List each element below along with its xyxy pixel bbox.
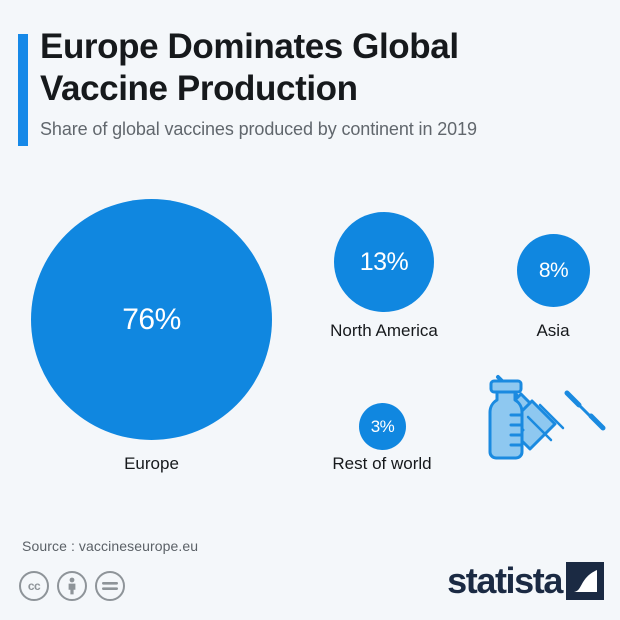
creative-commons-icon[interactable]: cc xyxy=(19,571,49,601)
source-text: Source : vaccineseurope.eu xyxy=(22,538,199,554)
creative-commons-label: cc xyxy=(27,579,41,593)
bubble-north-america[interactable]: 13% xyxy=(334,212,434,312)
creative-commons-badges: cc xyxy=(19,571,125,601)
footer: Source : vaccineseurope.eu cc statista xyxy=(0,505,620,620)
statista-logo-mark xyxy=(566,562,604,600)
page-subtitle: Share of global vaccines produced by con… xyxy=(40,119,477,139)
statista-wordmark: statista xyxy=(447,560,563,601)
no-derivatives-icon[interactable] xyxy=(95,571,125,601)
bubble-value-europe: 76% xyxy=(122,302,181,336)
bubble-label-rest-of-world: Rest of world xyxy=(332,454,432,473)
attribution-icon[interactable] xyxy=(57,571,87,601)
bubble-value-rest-of-world: 3% xyxy=(370,417,395,436)
bubble-europe[interactable]: 76% xyxy=(31,199,272,440)
bubble-rest-of-world[interactable]: 3% xyxy=(359,403,406,450)
header: Europe Dominates Global Vaccine Producti… xyxy=(0,0,620,160)
vaccine-vial-and-syringe-icon xyxy=(478,365,608,475)
page-title-line-2: Vaccine Production xyxy=(40,69,358,108)
bubble-chart: 76% Europe 13% North America 8% Asia 3% … xyxy=(0,160,620,505)
bubble-label-europe: Europe xyxy=(124,454,179,473)
statista-logo[interactable]: statista xyxy=(447,562,604,600)
bubble-label-asia: Asia xyxy=(536,321,570,340)
page-title-line-1: Europe Dominates Global xyxy=(40,27,459,66)
page-title: Europe Dominates Global Vaccine Producti… xyxy=(40,26,600,110)
bubble-label-north-america: North America xyxy=(330,321,438,340)
title-accent-bar xyxy=(18,34,28,146)
bubble-value-north-america: 13% xyxy=(359,247,409,276)
bubble-value-asia: 8% xyxy=(538,259,569,282)
bubble-asia[interactable]: 8% xyxy=(517,234,590,307)
